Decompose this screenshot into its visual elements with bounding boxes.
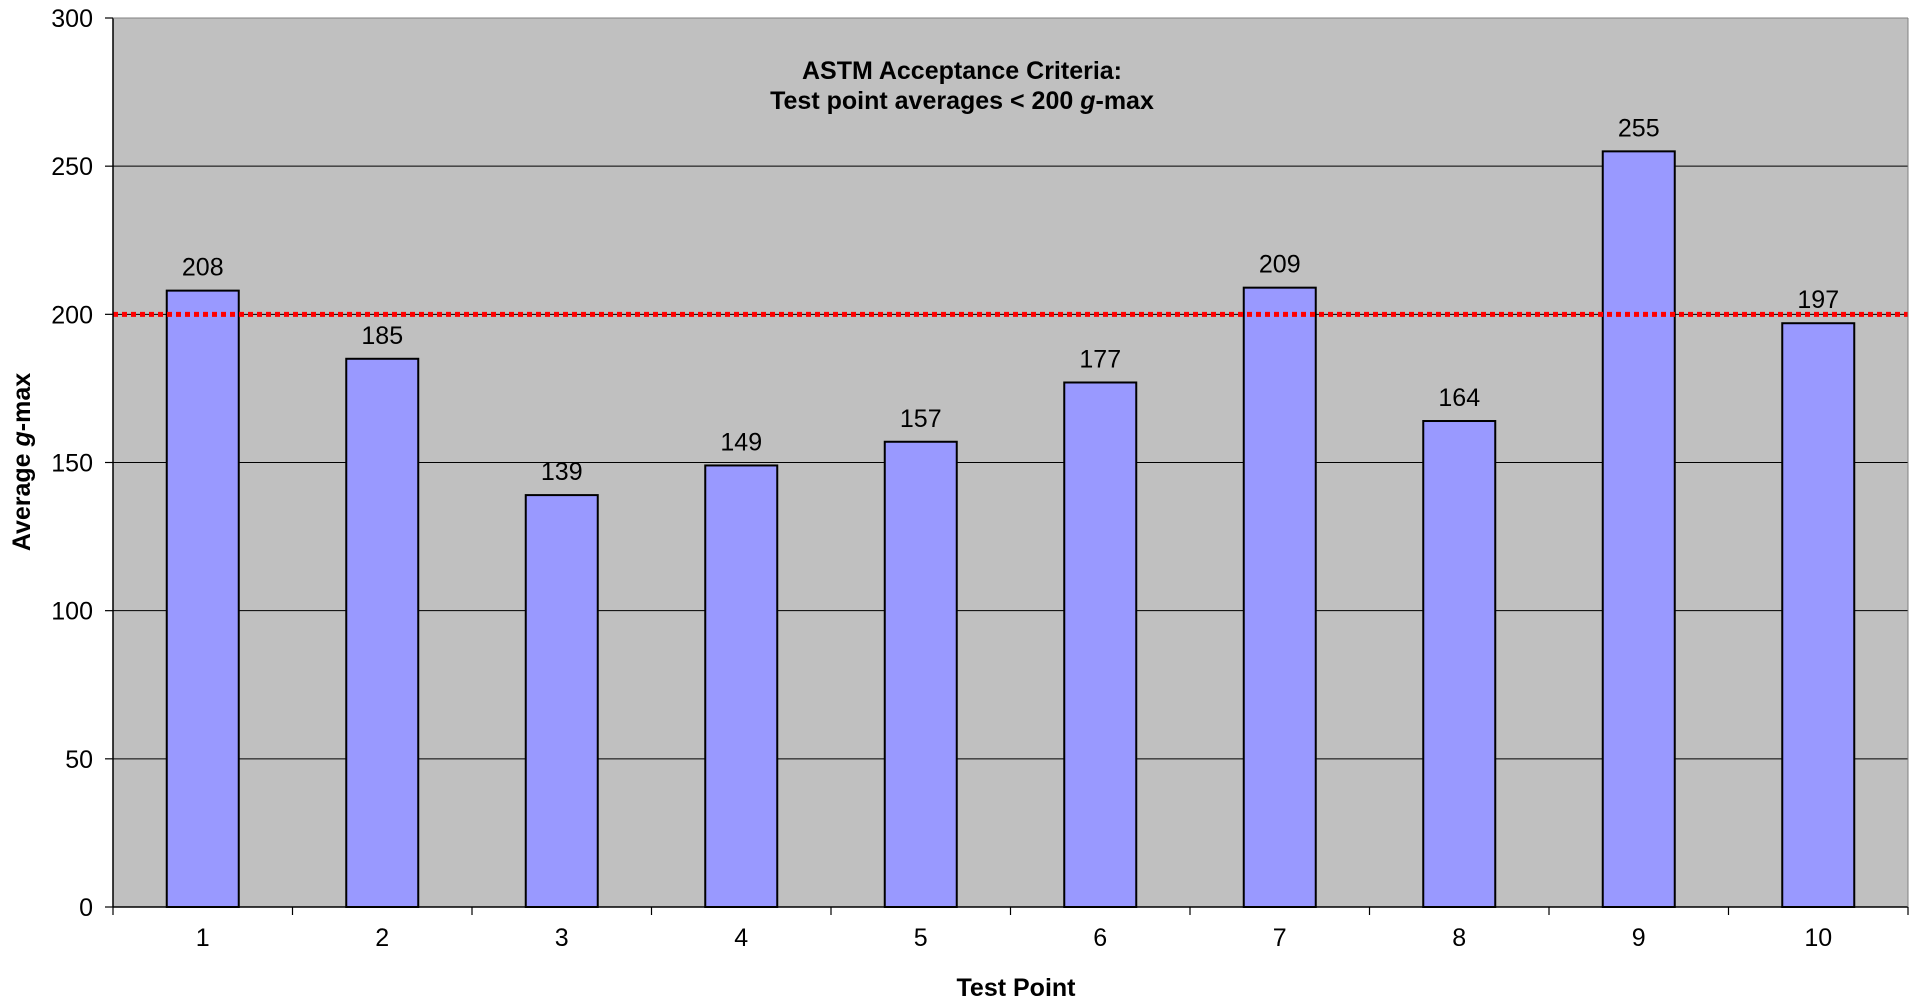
bar xyxy=(1422,420,1497,908)
y-axis-title-suffix: -max xyxy=(8,373,36,431)
x-tick-label: 8 xyxy=(1452,924,1466,952)
annotation-line-2: Test point averages < 200 g-max xyxy=(770,87,1154,115)
bar-data-label: 164 xyxy=(1438,384,1480,412)
bar-data-label: 185 xyxy=(361,322,403,350)
x-tick-label: 10 xyxy=(1804,924,1832,952)
y-axis-title-italic: g xyxy=(8,431,36,447)
y-tick-label: 250 xyxy=(51,153,93,181)
bar-data-label: 255 xyxy=(1618,114,1660,142)
bar-data-label: 139 xyxy=(541,458,583,486)
bar xyxy=(345,357,420,908)
y-tick-label: 0 xyxy=(79,894,93,922)
y-axis-title-prefix: Average xyxy=(8,446,36,551)
bar-data-label: 157 xyxy=(900,405,942,433)
annotation-line-1: ASTM Acceptance Criteria: xyxy=(802,57,1122,85)
y-tick-label: 150 xyxy=(51,450,93,478)
bar xyxy=(704,464,779,908)
y-tick-label: 100 xyxy=(51,598,93,626)
bar xyxy=(165,289,240,909)
bar xyxy=(1601,150,1676,909)
data-labels: 208 185 139 149 157 177 209 164 255 197 xyxy=(182,114,1839,486)
x-tick-label: 4 xyxy=(734,924,748,952)
bar-data-label: 197 xyxy=(1797,286,1839,314)
bar-data-label: 208 xyxy=(182,254,224,282)
x-tick-label: 6 xyxy=(1093,924,1107,952)
y-tick-label: 200 xyxy=(51,301,93,329)
bar xyxy=(1781,322,1856,908)
y-tick-label: 50 xyxy=(65,746,93,774)
bar xyxy=(1063,381,1138,908)
bar xyxy=(1242,286,1317,908)
x-tick-label: 2 xyxy=(375,924,389,952)
x-tick-label: 3 xyxy=(555,924,569,952)
y-axis-title: Average g-max xyxy=(8,373,36,551)
axes: 0 50 100 150 200 250 300 1 2 3 4 5 6 7 8 9 10 xyxy=(51,5,1909,952)
x-axis-title: Test Point xyxy=(957,974,1077,1002)
x-tick-label: 5 xyxy=(914,924,928,952)
annotation-line-2-suffix: -max xyxy=(1096,87,1154,115)
bar-data-label: 177 xyxy=(1079,345,1121,373)
bar-data-label: 149 xyxy=(720,428,762,456)
x-tick-label: 1 xyxy=(196,924,210,952)
y-tick-label: 300 xyxy=(51,5,93,33)
bar-data-label: 209 xyxy=(1259,251,1301,279)
x-tick-label: 7 xyxy=(1273,924,1287,952)
annotation-line-2-italic: g xyxy=(1079,87,1095,115)
annotation-line-2-prefix: Test point averages < 200 xyxy=(770,87,1080,115)
bar xyxy=(524,494,599,908)
bar xyxy=(883,440,958,908)
x-tick-label: 9 xyxy=(1632,924,1646,952)
bars xyxy=(165,150,1856,909)
